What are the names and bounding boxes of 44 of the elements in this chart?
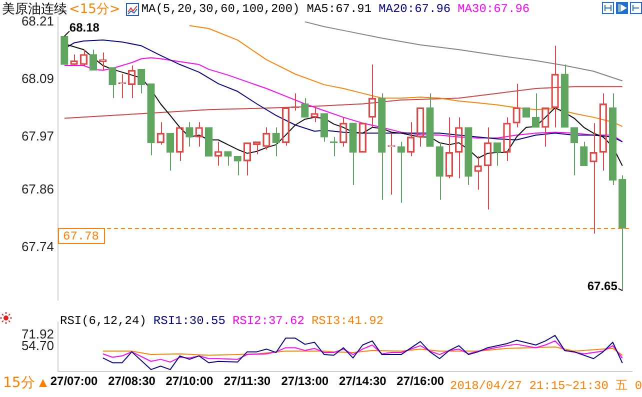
candlestick — [89, 49, 98, 71]
candlestick — [580, 141, 588, 166]
text: 15分 — [3, 374, 35, 392]
candlestick — [436, 142, 444, 200]
y-tick-label: 67.86 — [21, 181, 54, 196]
x-tick-label: 27/16:00 — [396, 374, 444, 388]
series-label: RSI2:37.62 — [232, 314, 304, 328]
annotation: 67.65 — [587, 278, 618, 293]
chart-title: 美原油连续 — [2, 1, 67, 17]
y-tick-label: 67.97 — [21, 128, 54, 144]
x-tick-label: 27/10:00 — [166, 374, 214, 388]
candlestick — [138, 68, 146, 94]
y-tick-label: 68.09 — [21, 70, 54, 86]
candlestick — [108, 67, 116, 99]
chart-subtitle: <15分> — [69, 1, 120, 18]
candlestick — [147, 83, 155, 156]
candlestick — [618, 174, 626, 292]
candlestick — [608, 92, 617, 186]
y-tick-label: 67.74 — [21, 238, 54, 254]
candlestick — [320, 113, 328, 142]
candlestick — [378, 92, 386, 200]
legend-title: MA(5,20,30,60,100,200) — [141, 2, 300, 16]
x-tick-label: 27/07:00 — [50, 374, 98, 388]
candlestick — [166, 132, 174, 172]
legend-title: RSI(6,12,24) — [60, 314, 146, 328]
candlestick — [560, 64, 568, 128]
text: MA20:67.96 — [378, 2, 451, 16]
text: MA5:67.91 — [306, 2, 372, 16]
candlestick — [570, 127, 578, 176]
text: MA30:67.96 — [458, 2, 530, 16]
candlestick — [234, 156, 242, 176]
candlestick — [301, 98, 309, 118]
x-tick-label: 27/14:30 — [338, 374, 387, 388]
annotation: 68.18 — [69, 20, 100, 35]
candlestick — [426, 92, 434, 147]
x-tick-label: 27/08:30 — [108, 374, 156, 388]
candlestick — [464, 127, 472, 186]
x-tick-label: 27/13:00 — [281, 374, 329, 388]
x-tick-label: 27/11:30 — [224, 374, 271, 388]
series-label: RSI3:41.92 — [311, 314, 384, 328]
text: RSI1:30.55 — [153, 314, 226, 328]
ref-line-label: 67.78 — [63, 230, 100, 244]
text: 2018/04/27 21:15~21:30 五 0 — [450, 377, 642, 394]
candlestick — [349, 122, 357, 186]
